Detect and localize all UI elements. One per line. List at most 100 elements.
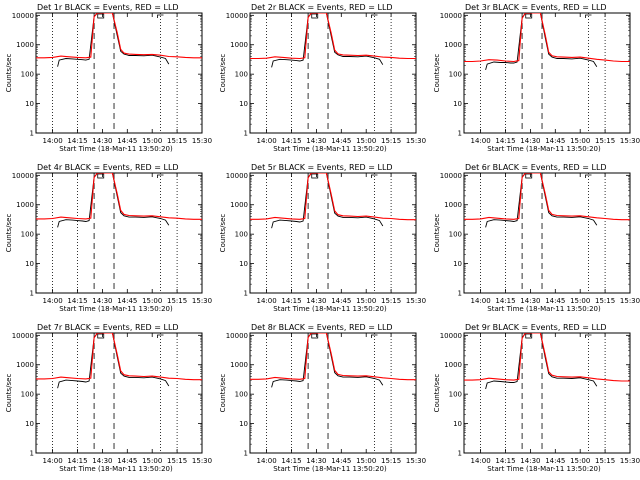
y-tick-label: 1 (458, 450, 462, 458)
events-series-line (485, 13, 598, 71)
y-tick-label: 1 (30, 290, 34, 298)
x-tick-label: 14:45 (117, 137, 137, 145)
x-tick-label: 14:15 (281, 457, 301, 465)
panel-title: Det 1r BLACK = Events, RED = LLD (37, 3, 179, 12)
panel-title: Det 8r BLACK = Events, RED = LLD (251, 323, 393, 332)
panel-title: Det 4r BLACK = Events, RED = LLD (37, 163, 179, 172)
y-tick-label: 10 (25, 420, 34, 428)
y-tick-label: 100 (235, 391, 248, 399)
y-tick-label: 1000 (230, 201, 248, 209)
events-series-line (57, 333, 170, 389)
y-tick-label: 10 (25, 260, 34, 268)
panel-title: Det 2r BLACK = Events, RED = LLD (251, 3, 393, 12)
x-axis-label: Start Time (18-Mar-11 13:50:20) (487, 465, 601, 473)
y-tick-label: 100 (235, 71, 248, 79)
y-tick-label: 10 (453, 420, 462, 428)
detector-panel: Det 5r BLACK = Events, RED = LLD 1 10 100 10… (219, 163, 426, 313)
x-tick-label: 15:00 (356, 297, 376, 305)
x-axis-label: Start Time (18-Mar-11 13:50:20) (273, 305, 387, 313)
x-tick-label: 15:30 (192, 297, 212, 305)
x-tick-label: 15:15 (167, 297, 187, 305)
x-tick-label: 14:00 (43, 297, 63, 305)
x-tick-label: 15:30 (192, 457, 212, 465)
x-tick-label: 14:30 (306, 137, 326, 145)
x-tick-label: 15:00 (142, 297, 162, 305)
panel-title: Det 6r BLACK = Events, RED = LLD (465, 163, 607, 172)
events-series-line (485, 333, 598, 390)
y-tick-label: 100 (449, 391, 462, 399)
x-tick-label: 14:00 (471, 297, 491, 305)
y-tick-label: 100 (21, 71, 34, 79)
y-tick-label: 10000 (440, 12, 462, 20)
attenuator-marker (311, 333, 319, 339)
panel-title: Det 3r BLACK = Events, RED = LLD (465, 3, 607, 12)
x-tick-label: 15:15 (595, 457, 615, 465)
y-tick-label: 10000 (12, 172, 34, 180)
x-tick-label: 14:15 (281, 297, 301, 305)
events-series-line (57, 173, 170, 228)
detector-panel: Det 7r BLACK = Events, RED = LLD 1 10 100 10… (5, 323, 212, 473)
events-series-line (485, 173, 598, 228)
x-tick-label: 15:15 (595, 297, 615, 305)
y-tick-label: 1000 (230, 361, 248, 369)
x-axis-label: Start Time (18-Mar-11 13:50:20) (487, 305, 601, 313)
x-tick-label: 14:45 (545, 297, 565, 305)
state-marker (585, 14, 592, 18)
x-tick-label: 15:15 (595, 137, 615, 145)
y-tick-label: 10000 (226, 172, 248, 180)
x-tick-label: 15:00 (570, 457, 590, 465)
y-tick-label: 1000 (16, 201, 34, 209)
x-tick-label: 15:15 (167, 457, 187, 465)
x-axis-label: Start Time (18-Mar-11 13:50:20) (273, 465, 387, 473)
y-tick-label: 10 (453, 100, 462, 108)
x-tick-label: 15:30 (192, 137, 212, 145)
events-series-line (271, 173, 384, 229)
y-tick-label: 10000 (440, 172, 462, 180)
x-tick-label: 14:30 (520, 137, 540, 145)
x-tick-label: 15:30 (620, 137, 640, 145)
detector-panel: Det 6r BLACK = Events, RED = LLD 1 10 100 10… (433, 163, 640, 313)
state-marker (585, 334, 592, 338)
x-tick-label: 15:15 (381, 457, 401, 465)
y-axis-label: Counts/sec (433, 214, 441, 253)
x-axis-label: Start Time (18-Mar-11 13:50:20) (273, 145, 387, 153)
y-axis-label: Counts/sec (219, 54, 227, 93)
x-tick-label: 14:15 (67, 457, 87, 465)
detector-panel: Det 4r BLACK = Events, RED = LLD 1 10 100 10… (5, 163, 212, 313)
x-tick-label: 14:30 (520, 457, 540, 465)
lld-series-line (36, 333, 202, 381)
state-marker (371, 334, 378, 338)
plot-frame (249, 332, 417, 454)
x-tick-label: 14:45 (331, 457, 351, 465)
y-tick-label: 1000 (444, 41, 462, 49)
x-tick-label: 15:00 (356, 137, 376, 145)
y-tick-label: 10000 (440, 332, 462, 340)
y-tick-label: 10000 (12, 332, 34, 340)
lld-series-line (250, 173, 416, 221)
y-tick-label: 10000 (12, 12, 34, 20)
y-axis-label: Counts/sec (219, 374, 227, 413)
y-axis-label: Counts/sec (5, 374, 13, 413)
y-tick-label: 1 (30, 450, 34, 458)
plot-frame (249, 172, 417, 294)
plot-frame (35, 332, 203, 454)
x-tick-label: 14:15 (67, 137, 87, 145)
lld-series-line (464, 173, 630, 221)
y-tick-label: 1 (244, 290, 248, 298)
y-tick-label: 1000 (444, 201, 462, 209)
plot-frame (463, 332, 631, 454)
y-tick-label: 10000 (226, 332, 248, 340)
y-tick-label: 1000 (16, 361, 34, 369)
plot-frame (35, 12, 203, 134)
y-tick-label: 10 (239, 420, 248, 428)
lld-series-line (250, 333, 416, 381)
y-tick-label: 10 (25, 100, 34, 108)
lld-series-line (36, 13, 202, 59)
detector-panel: Det 3r BLACK = Events, RED = LLD 1 10 100 10… (433, 3, 640, 153)
y-axis-label: Counts/sec (5, 54, 13, 93)
x-tick-label: 14:45 (545, 137, 565, 145)
events-series-line (57, 13, 170, 67)
plot-frame (463, 172, 631, 294)
x-tick-label: 14:15 (281, 137, 301, 145)
